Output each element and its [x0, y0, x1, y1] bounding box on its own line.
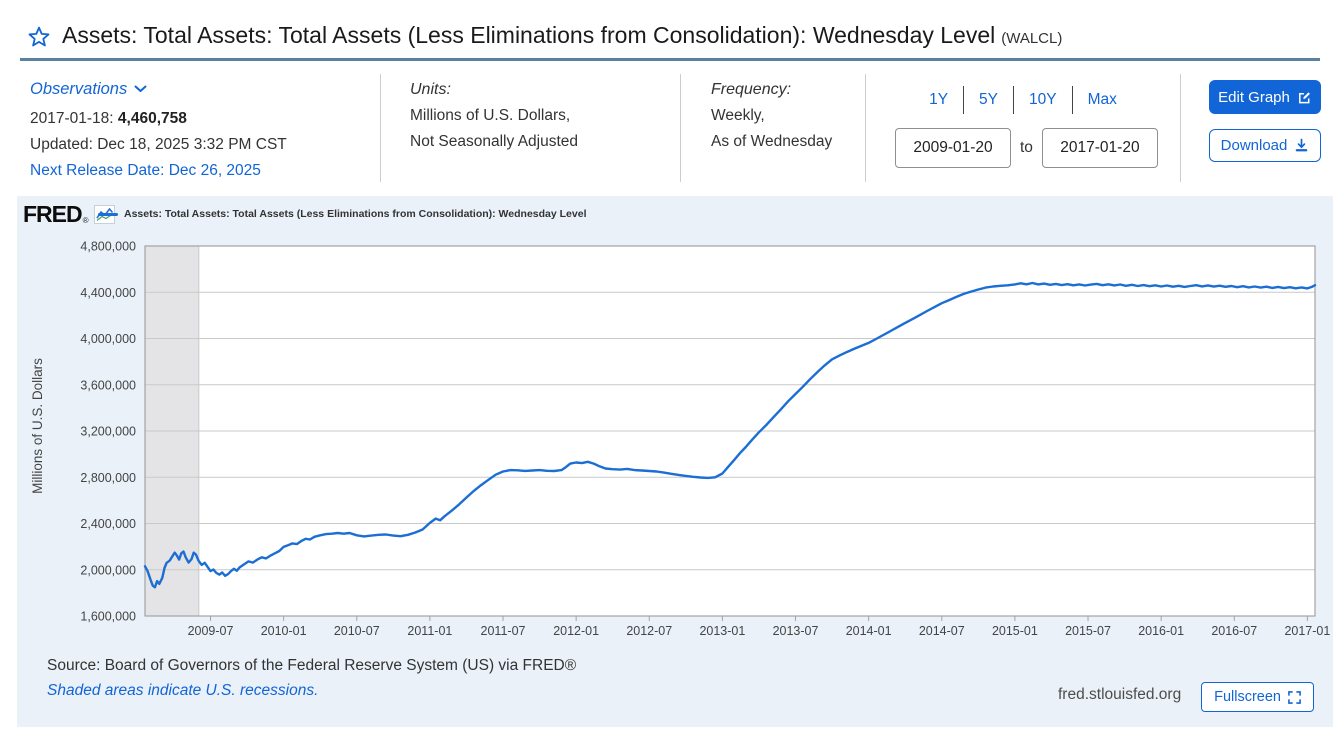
download-button[interactable]: Download	[1209, 129, 1321, 162]
x-tick-label: 2016-07	[1211, 624, 1257, 638]
latest-observation: 2017-01-18: 4,460,758	[30, 110, 187, 127]
x-tick-label: 2016-01	[1138, 624, 1184, 638]
start-date-input[interactable]: 2009-01-20	[895, 128, 1011, 168]
y-tick-label: 4,000,000	[80, 332, 136, 346]
meta-divider	[1180, 74, 1181, 182]
recessions-note-link[interactable]: Shaded areas indicate U.S. recessions.	[47, 682, 319, 699]
x-tick-label: 2013-01	[699, 624, 745, 638]
data-series-line	[143, 281, 1317, 589]
units-line2: Not Seasonally Adjusted	[410, 133, 579, 150]
x-tick-label: 2010-01	[261, 624, 307, 638]
x-tick-label: 2012-01	[553, 624, 599, 638]
range-preset-5y[interactable]: 5Y	[979, 91, 999, 108]
y-tick-label: 2,000,000	[80, 563, 136, 577]
range-presets: 1Y 5Y 10Y Max	[880, 86, 1166, 114]
meta-divider	[865, 74, 866, 182]
x-tick-label: 2011-07	[481, 624, 526, 638]
download-icon	[1296, 138, 1308, 152]
chevron-down-icon	[134, 85, 147, 92]
observations-panel: Observations 2017-01-18: 4,460,758 Updat…	[30, 76, 287, 184]
fred-logo-text: FRED	[23, 201, 83, 227]
chart-card: FRED ® Assets: Total Assets: Total Asset…	[17, 196, 1333, 727]
legend-line-swatch	[98, 212, 118, 216]
edit-pencil-icon	[1298, 91, 1310, 103]
header-divider	[20, 58, 1320, 61]
frequency-line1: Weekly,	[711, 107, 765, 124]
updated-timestamp: Updated: Dec 18, 2025 3:32 PM CST	[30, 136, 287, 153]
registered-mark: ®	[82, 216, 89, 225]
y-tick-label: 1,600,000	[80, 610, 136, 624]
to-label: to	[1020, 139, 1033, 156]
observations-dropdown[interactable]: Observations	[30, 76, 287, 102]
x-tick-label: 2014-01	[846, 624, 892, 638]
frequency-panel: Frequency: Weekly, As of Wednesday	[711, 77, 832, 155]
y-tick-label: 4,400,000	[80, 286, 136, 300]
frequency-line2: As of Wednesday	[711, 133, 833, 150]
units-panel: Units: Millions of U.S. Dollars, Not Sea…	[410, 77, 578, 155]
range-preset-max[interactable]: Max	[1087, 91, 1117, 108]
next-release-date: Next Release Date: Dec 26, 2025	[30, 162, 261, 179]
x-tick-label: 2017-01	[1284, 624, 1330, 638]
preset-separator	[1013, 86, 1015, 114]
x-tick-label: 2009-07	[188, 624, 234, 638]
range-preset-1y[interactable]: 1Y	[929, 91, 949, 108]
y-tick-label: 3,600,000	[80, 378, 136, 392]
edit-graph-button[interactable]: Edit Graph	[1209, 80, 1321, 114]
x-tick-label: 2015-07	[1065, 624, 1111, 638]
source-attribution: Source: Board of Governors of the Federa…	[47, 657, 577, 674]
meta-divider	[680, 74, 681, 182]
page-title: Assets: Total Assets: Total Assets (Less…	[62, 22, 1062, 49]
favorite-star-icon[interactable]	[27, 25, 51, 49]
x-tick-label: 2014-07	[919, 624, 965, 638]
units-line1: Millions of U.S. Dollars,	[410, 107, 571, 124]
x-tick-label: 2011-01	[407, 624, 452, 638]
x-tick-label: 2015-01	[992, 624, 1038, 638]
series-id: (WALCL)	[1001, 30, 1063, 47]
y-tick-label: 2,800,000	[80, 471, 136, 485]
fred-logo: FRED ®	[23, 201, 115, 228]
y-tick-label: 3,200,000	[80, 425, 136, 439]
frequency-label: Frequency:	[711, 81, 792, 98]
legend-series-name: Assets: Total Assets: Total Assets (Less…	[124, 208, 587, 220]
chart-plot-area[interactable]: 1,600,000 2,000,000 2,400,000 2,800,000 3,20…	[17, 196, 1333, 656]
chart-legend: Assets: Total Assets: Total Assets (Less…	[98, 208, 587, 220]
range-preset-10y[interactable]: 10Y	[1029, 91, 1057, 108]
site-url[interactable]: fred.stlouisfed.org	[1058, 686, 1182, 703]
latest-value: 4,460,758	[117, 110, 187, 127]
x-tick-label: 2013-07	[773, 624, 819, 638]
units-label: Units:	[410, 81, 451, 98]
preset-separator	[1071, 86, 1073, 114]
x-tick-label: 2010-07	[334, 624, 380, 638]
end-date-input[interactable]: 2017-01-20	[1041, 128, 1158, 168]
fullscreen-button[interactable]: Fullscreen	[1201, 682, 1314, 712]
meta-divider	[380, 74, 381, 182]
date-range: 2009-01-20 to 2017-01-20	[895, 128, 1158, 168]
fullscreen-icon	[1288, 690, 1301, 704]
y-tick-label: 2,400,000	[80, 517, 136, 531]
x-tick-label: 2012-07	[626, 624, 672, 638]
preset-separator	[963, 86, 965, 114]
plot-border	[144, 245, 1316, 617]
y-tick-label: 4,800,000	[80, 240, 136, 254]
series-title: Assets: Total Assets: Total Assets (Less…	[62, 22, 996, 48]
